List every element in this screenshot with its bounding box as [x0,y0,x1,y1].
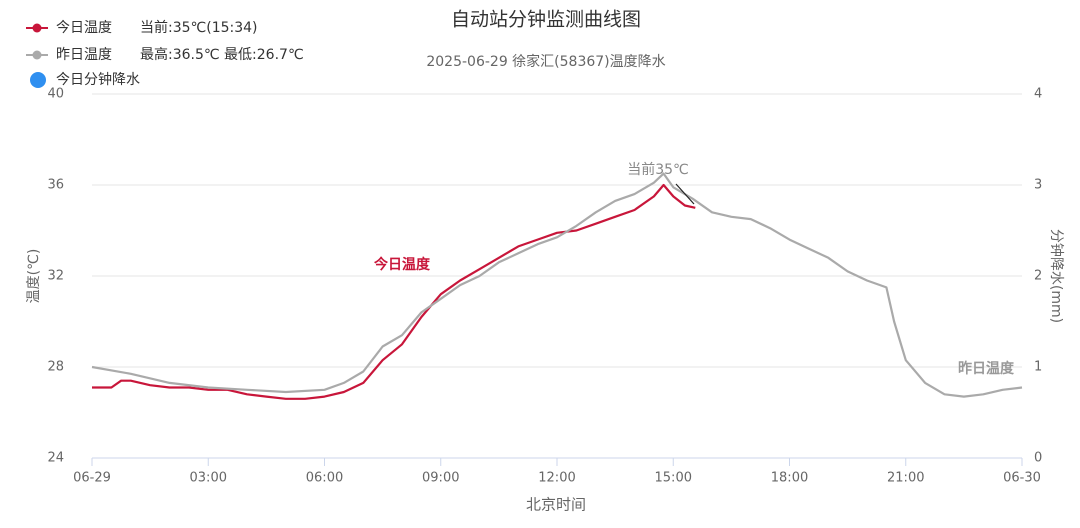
series-line [91,172,1023,398]
y-tick-label: 36 [47,178,64,193]
annotation: 昨日温度 [958,360,1015,377]
annotation: 今日温度 [373,256,431,273]
legend-note: 最高:36.5℃ 最低:26.7℃ [140,46,304,63]
y-axis-label: 温度(℃) [26,249,42,304]
x-tick-label: 15:00 [655,471,692,486]
chart-subtitle: 2025-06-29 徐家汇(58367)温度降水 [426,53,665,70]
legend-symbol [32,50,42,60]
x-tick-label: 03:00 [190,471,227,486]
annotation-pointer [675,183,695,205]
legend-symbol [32,23,42,33]
x-tick-label: 09:00 [422,471,459,486]
y2-axis-label: 分钟降水(mm) [1048,229,1065,323]
x-tick-label: 06:00 [306,471,343,486]
y-tick-label: 28 [47,360,64,375]
x-tick-label: 21:00 [887,471,924,486]
chart-title: 自动站分钟监测曲线图 [451,9,641,31]
y2-tick-label: 0 [1034,451,1042,466]
y-tick-label: 24 [47,451,64,466]
x-tick-label: 12:00 [538,471,575,486]
x-tick-label: 18:00 [771,471,808,486]
legend-note: 当前:35℃(15:34) [140,19,258,36]
x-tick-label: 06-30 [1003,471,1041,486]
legend-label: 今日分钟降水 [56,71,140,88]
y-tick-label: 32 [47,269,64,284]
series-line [92,183,696,400]
x-tick-label: 06-29 [73,471,111,486]
legend-label: 今日温度 [56,20,112,36]
y2-tick-label: 2 [1034,269,1042,284]
legend-symbol [30,72,46,88]
y-tick-label: 40 [47,87,64,102]
legend-label: 昨日温度 [56,47,112,63]
y2-tick-label: 1 [1034,360,1042,375]
y2-tick-label: 3 [1034,178,1042,193]
x-axis-label: 北京时间 [526,496,586,514]
annotation: 当前35℃ [627,161,689,178]
y2-tick-label: 4 [1034,87,1042,102]
